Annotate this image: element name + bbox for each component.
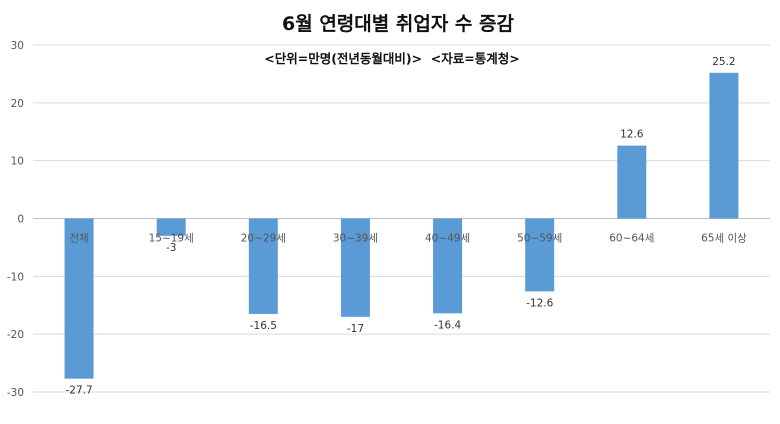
category-label-6: 60~64세	[609, 233, 654, 245]
bar-0	[64, 218, 94, 379]
y-tick-label-2: 10	[11, 156, 24, 168]
category-label-7: 65세 이상	[701, 233, 747, 245]
category-label-2: 20~29세	[241, 233, 286, 245]
chart-title: 6월 연령대별 취업자 수 증감	[282, 13, 514, 35]
data-label-4: -16.4	[434, 319, 461, 331]
category-label-0: 전체	[69, 233, 88, 245]
bar-7	[709, 72, 739, 219]
data-label-0: -27.7	[65, 385, 92, 397]
y-tick-label-3: 0	[17, 214, 24, 226]
bars	[64, 72, 739, 379]
chart-subtitle: <단위=만명(전년동월대비)> <자료=통계청>	[264, 51, 519, 66]
y-tick-label-4: -10	[7, 271, 24, 283]
bar-2	[248, 218, 278, 314]
bar-6	[617, 145, 647, 219]
y-tick-label-6: -30	[7, 387, 24, 399]
data-label-1: -3	[166, 242, 176, 254]
y-tick-label-0: 30	[11, 40, 24, 52]
category-label-3: 30~39세	[333, 233, 378, 245]
gridlines	[33, 44, 770, 393]
labels: 30 20 10 0 -10 -20 -30 전체 -27.7 15~19세-3 20~29세 -16…	[7, 40, 747, 399]
data-label-6: 12.6	[620, 129, 644, 141]
bar-5	[525, 218, 555, 292]
category-label-5: 50~59세	[517, 233, 562, 245]
data-label-5: -12.6	[526, 297, 553, 309]
category-label-4: 40~49세	[425, 233, 470, 245]
y-tick-label-1: 20	[11, 98, 24, 110]
bar-1	[156, 218, 186, 236]
data-label-7: 25.2	[712, 56, 735, 68]
data-label-2: -16.5	[250, 320, 277, 332]
y-tick-label-5: -20	[7, 329, 24, 341]
data-label-3: -17	[347, 323, 364, 335]
bar-3	[340, 218, 370, 317]
bar-4	[433, 218, 463, 314]
category-label-1: 15~19세	[149, 233, 194, 245]
